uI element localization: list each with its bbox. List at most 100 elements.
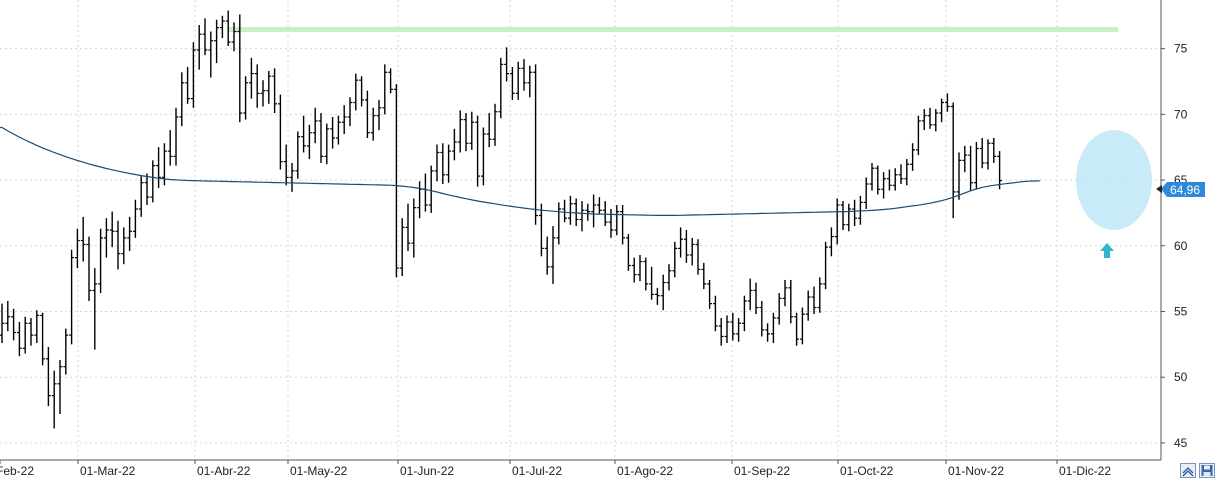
highlight-ellipse [1076, 130, 1152, 230]
ohlc-bar [75, 228, 80, 269]
ohlc-bar [573, 198, 579, 227]
ohlc-bar [318, 113, 324, 163]
ohlc-bar [138, 176, 144, 217]
ohlc-bar [707, 279, 712, 309]
x-tick-label: 01-Jul-22 [512, 464, 562, 478]
ohlc-bar [858, 195, 863, 225]
ohlc-bar [881, 172, 886, 199]
ohlc-bar [933, 109, 939, 132]
ohlc-bar [736, 318, 741, 342]
ohlc-bar [591, 194, 596, 228]
ohlc-bar [985, 139, 991, 170]
ohlc-bar [631, 257, 637, 283]
ohlc-bar [272, 68, 277, 114]
moving-average-line [0, 126, 1041, 216]
ohlc-bar [579, 201, 585, 232]
ohlc-bar [185, 67, 190, 104]
ohlc-bar [626, 233, 631, 271]
ohlc-bar [666, 264, 672, 291]
ohlc-bar [585, 203, 591, 221]
ohlc-bar [382, 64, 388, 115]
ohlc-bar [544, 236, 550, 275]
ohlc-bar [22, 316, 28, 354]
ohlc-bar [86, 236, 92, 301]
ohlc-bar [266, 70, 272, 104]
last-price-tag: 64,96 [1156, 182, 1205, 197]
ohlc-bar [568, 195, 573, 225]
y-tick-label: 45 [1174, 436, 1188, 450]
ohlc-bar [811, 286, 817, 315]
ohlc-bars [0, 10, 1002, 429]
ohlc-bar [295, 131, 301, 179]
ohlc-bar [423, 173, 428, 212]
ohlc-bar [307, 124, 312, 160]
price-marker-icon [1156, 185, 1162, 193]
ohlc-bar [127, 216, 132, 252]
ohlc-bar [562, 199, 567, 223]
ohlc-bar [341, 105, 347, 135]
ohlc-bar [649, 266, 654, 300]
ohlc-bar [997, 151, 1002, 190]
ohlc-bar [498, 57, 504, 119]
ohlc-bar [916, 115, 921, 156]
ohlc-bar [713, 295, 718, 332]
ohlc-bar [92, 268, 98, 350]
ohlc-bar [852, 199, 857, 227]
ohlc-bar [672, 241, 678, 278]
ohlc-bar [887, 169, 892, 191]
ohlc-bar [0, 303, 5, 344]
ohlc-bar [927, 107, 933, 129]
ohlc-bar [434, 144, 440, 182]
ohlc-bar [840, 201, 846, 230]
ohlc-bar [817, 277, 823, 313]
ohlc-bar [208, 31, 214, 78]
save-button[interactable] [1199, 463, 1215, 478]
ohlc-bar [278, 94, 283, 170]
y-tick-label: 70 [1174, 107, 1188, 121]
ohlc-bar [637, 254, 643, 282]
ohlc-bar [504, 47, 509, 82]
ohlc-bar [794, 312, 799, 346]
ohlc-bar [829, 227, 834, 257]
ohlc-bar [394, 84, 399, 278]
ohlc-bar [243, 76, 248, 120]
ohlc-bar [80, 216, 86, 262]
ohlc-bar [359, 76, 364, 107]
ohlc-bar [533, 64, 538, 225]
ohlc-bar [150, 160, 156, 203]
y-tick-label: 50 [1174, 370, 1188, 384]
ohlc-bar [747, 278, 753, 311]
ohlc-bar [469, 111, 475, 150]
ohlc-bar [405, 203, 411, 252]
ohlc-bar [614, 205, 620, 236]
ohlc-bar [776, 293, 782, 325]
ohlc-bar [11, 308, 16, 341]
ohlc-bar [678, 227, 683, 258]
ohlc-bar [347, 97, 353, 127]
x-tick-label: Feb-22 [0, 464, 34, 478]
x-axis: Feb-22 01-Mar-22 01-Abr-22 01-May-22 01-Jun-… [0, 460, 1111, 478]
ohlc-bar [46, 346, 51, 407]
ohlc-bar [167, 130, 173, 166]
ohlc-bar [892, 168, 898, 191]
ohlc-bar [660, 274, 666, 311]
autoscale-button[interactable] [1180, 463, 1196, 478]
ohlc-bar [730, 312, 736, 341]
ohlc-bar [104, 218, 109, 258]
ohlc-bar [28, 318, 34, 346]
ohlc-bar [17, 322, 22, 357]
ohlc-bar [939, 98, 944, 123]
ohlc-bar [718, 318, 724, 346]
ohlc-bar [945, 93, 950, 112]
x-tick-label: 01-Mar-22 [80, 464, 136, 478]
ohlc-bar [220, 15, 225, 39]
ohlc-bar [237, 14, 243, 123]
ohlc-bar [950, 102, 956, 219]
ohlc-bar [655, 287, 660, 305]
ohlc-bar [196, 24, 202, 70]
ohlc-bar [463, 113, 469, 152]
ohlc-bar [968, 145, 973, 191]
ohlc-bar [202, 18, 208, 56]
